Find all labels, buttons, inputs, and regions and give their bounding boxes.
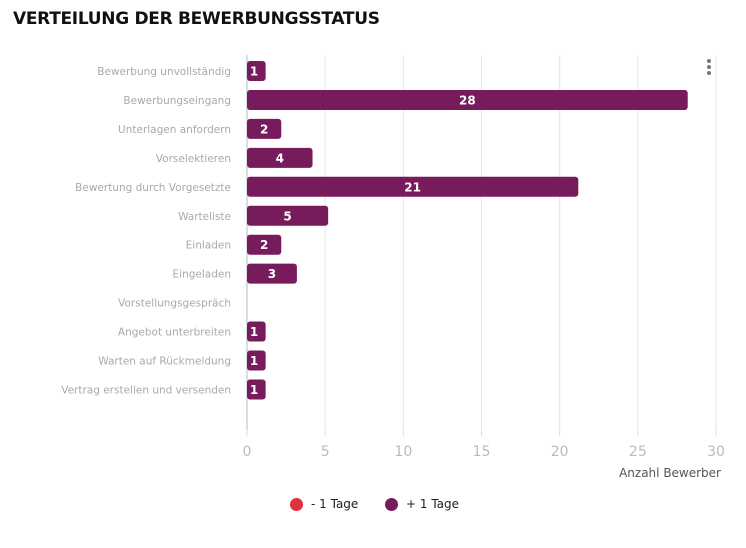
x-tick-label: 5 bbox=[321, 444, 330, 460]
x-tick-label: 20 bbox=[551, 444, 569, 460]
legend-marker-red bbox=[290, 497, 303, 511]
legend-label: + 1 Tage bbox=[406, 497, 460, 511]
bar[interactable] bbox=[247, 118, 282, 139]
bar[interactable] bbox=[247, 321, 266, 342]
category-label: Einladen bbox=[186, 240, 231, 252]
bar[interactable] bbox=[247, 89, 688, 110]
bar[interactable] bbox=[247, 263, 297, 284]
x-tick-label: 30 bbox=[707, 444, 725, 460]
category-label: Eingeladen bbox=[173, 269, 231, 281]
data-label: 4 bbox=[276, 151, 284, 165]
data-label: 5 bbox=[283, 209, 291, 223]
category-label: Angebot unterbreiten bbox=[118, 327, 231, 339]
bar[interactable] bbox=[247, 350, 266, 371]
more-options-icon[interactable] bbox=[700, 57, 718, 79]
bar[interactable] bbox=[247, 147, 313, 168]
bar[interactable] bbox=[247, 234, 282, 255]
bar[interactable] bbox=[247, 176, 579, 197]
bar[interactable] bbox=[247, 61, 266, 81]
bar[interactable] bbox=[247, 205, 329, 226]
data-label: 28 bbox=[459, 93, 476, 107]
category-label: Vorselektieren bbox=[156, 153, 231, 165]
x-axis-label: Anzahl Bewerber bbox=[619, 466, 721, 480]
x-tick-label: 15 bbox=[473, 444, 491, 460]
bar[interactable] bbox=[247, 379, 266, 400]
category-label: Unterlagen anfordern bbox=[118, 124, 231, 136]
data-label: 2 bbox=[260, 122, 268, 136]
data-label: 1 bbox=[250, 383, 258, 397]
data-label: 1 bbox=[250, 354, 258, 368]
category-label: Vertrag erstellen und versenden bbox=[61, 384, 231, 396]
data-label: 1 bbox=[250, 65, 258, 79]
chart-title: VERTEILUNG DER BEWERBUNGSSTATUS bbox=[13, 9, 380, 29]
data-label: 1 bbox=[250, 325, 258, 339]
legend-item-minus-1-tage[interactable]: - 1 Tage bbox=[290, 497, 358, 511]
data-label: 3 bbox=[268, 267, 276, 281]
category-label: Bewerbung unvollständig bbox=[97, 66, 231, 78]
x-tick-label: 10 bbox=[394, 444, 412, 460]
category-label: Bewertung durch Vorgesetzte bbox=[75, 182, 231, 194]
legend-marker-purple bbox=[385, 497, 398, 511]
x-tick-label: 0 bbox=[243, 444, 252, 460]
category-label: Vorstellungsgespräch bbox=[118, 298, 231, 310]
data-label: 2 bbox=[260, 238, 268, 252]
x-tick-label: 25 bbox=[629, 444, 647, 460]
category-label: Warten auf Rückmeldung bbox=[98, 356, 231, 368]
category-label: Bewerbungseingang bbox=[123, 95, 231, 107]
legend-label: - 1 Tage bbox=[311, 497, 359, 511]
legend-item-plus-1-tage[interactable]: + 1 Tage bbox=[385, 497, 459, 511]
category-label: Warteliste bbox=[178, 211, 231, 223]
data-label: 21 bbox=[404, 180, 421, 194]
